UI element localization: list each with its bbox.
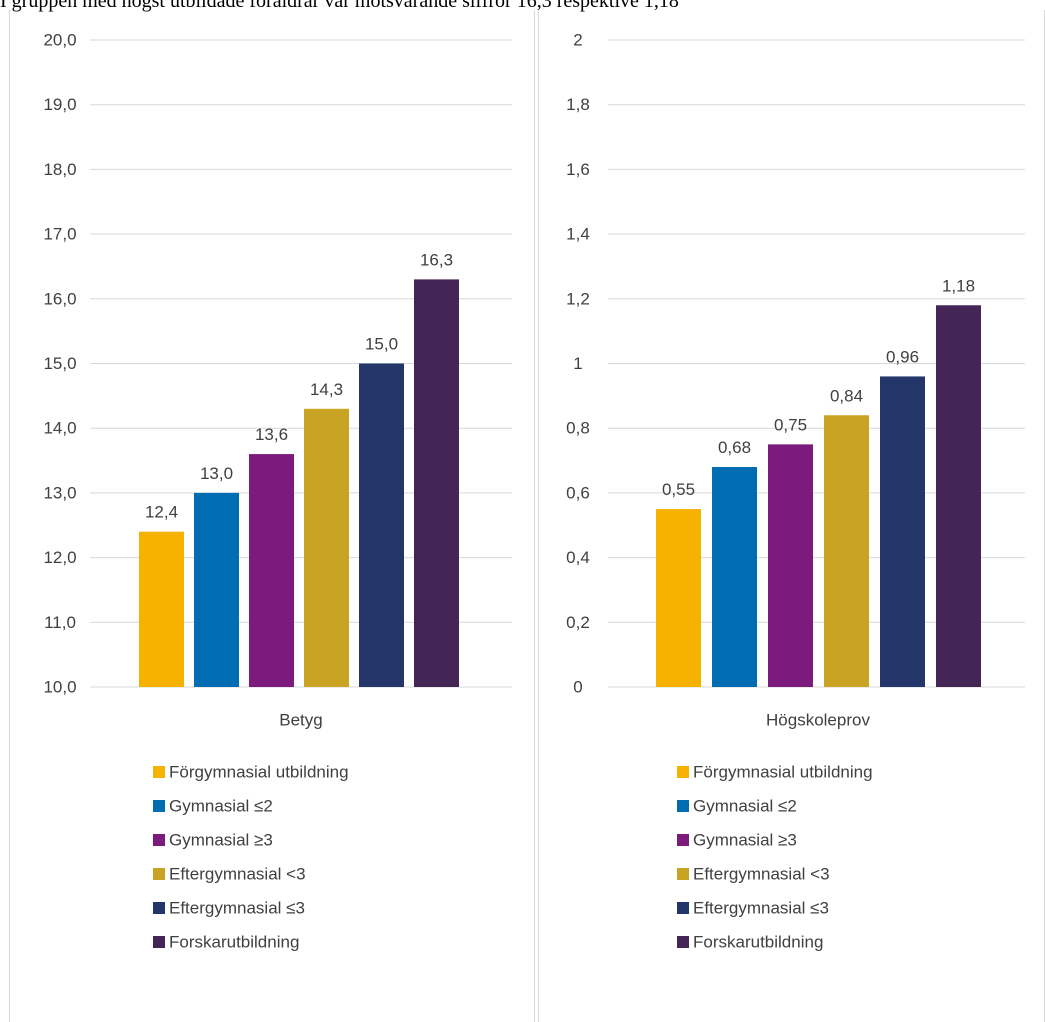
- y-tick-label-hogskoleprov: 0,8: [566, 419, 590, 438]
- bar-betyg-1: [139, 531, 184, 687]
- bar-betyg-2: [194, 492, 239, 687]
- data-label-hogskoleprov-4: 0,84: [830, 386, 863, 405]
- y-tick-label-betyg: 17,0: [43, 225, 76, 244]
- y-tick-label-betyg: 18,0: [43, 160, 76, 179]
- legend-label-betyg-4: Eftergymnasial <3: [169, 865, 306, 884]
- legend-label-hogskoleprov-3: Gymnasial ≥3: [693, 831, 797, 850]
- legend-swatch-hogskoleprov-6: [677, 936, 689, 948]
- bar-hogskoleprov-5: [880, 376, 925, 687]
- data-label-betyg-2: 13,0: [200, 464, 233, 483]
- data-label-hogskoleprov-6: 1,18: [942, 276, 975, 295]
- y-tick-label-betyg: 14,0: [43, 419, 76, 438]
- legend-swatch-betyg-4: [153, 868, 165, 880]
- y-tick-label-hogskoleprov: 1,4: [566, 225, 590, 244]
- legend-swatch-betyg-2: [153, 800, 165, 812]
- legend-label-betyg-2: Gymnasial ≤2: [169, 797, 273, 816]
- legend-swatch-hogskoleprov-5: [677, 902, 689, 914]
- legend-swatch-hogskoleprov-3: [677, 834, 689, 846]
- bar-hogskoleprov-3: [768, 444, 813, 687]
- y-tick-label-betyg: 15,0: [43, 354, 76, 373]
- legend-swatch-betyg-5: [153, 902, 165, 914]
- bar-betyg-3: [249, 454, 294, 687]
- legend-swatch-betyg-3: [153, 834, 165, 846]
- legend-label-hogskoleprov-5: Eftergymnasial ≤3: [693, 899, 829, 918]
- bar-betyg-4: [304, 408, 349, 687]
- legend-swatch-betyg-1: [153, 766, 165, 778]
- legend-label-hogskoleprov-2: Gymnasial ≤2: [693, 797, 797, 816]
- x-category-label-betyg: Betyg: [279, 711, 322, 730]
- y-tick-label-betyg: 16,0: [43, 289, 76, 308]
- y-tick-label-hogskoleprov: 1,8: [566, 95, 590, 114]
- legend-swatch-hogskoleprov-1: [677, 766, 689, 778]
- bar-betyg-6: [414, 279, 459, 687]
- bar-betyg-5: [359, 363, 404, 687]
- y-tick-label-betyg: 12,0: [43, 548, 76, 567]
- legend-swatch-hogskoleprov-2: [677, 800, 689, 812]
- y-tick-label-betyg: 13,0: [43, 483, 76, 502]
- y-tick-label-hogskoleprov: 1,2: [566, 289, 590, 308]
- bar-hogskoleprov-4: [824, 415, 869, 687]
- bar-hogskoleprov-6: [936, 305, 981, 687]
- chart-panel-betyg: [9, 10, 535, 1022]
- legend-label-hogskoleprov-4: Eftergymnasial <3: [693, 865, 830, 884]
- legend-label-betyg-6: Forskarutbildning: [169, 933, 299, 952]
- legend-label-betyg-1: Förgymnasial utbildning: [169, 763, 349, 782]
- data-label-hogskoleprov-1: 0,55: [662, 480, 695, 499]
- y-tick-label-hogskoleprov: 0,4: [566, 548, 590, 567]
- y-tick-label-betyg: 20,0: [43, 31, 76, 50]
- data-label-hogskoleprov-3: 0,75: [774, 415, 807, 434]
- legend-label-betyg-3: Gymnasial ≥3: [169, 831, 273, 850]
- legend-label-hogskoleprov-1: Förgymnasial utbildning: [693, 763, 873, 782]
- legend-label-hogskoleprov-6: Forskarutbildning: [693, 933, 823, 952]
- data-label-betyg-3: 13,6: [255, 425, 288, 444]
- y-tick-label-hogskoleprov: 0,2: [566, 613, 590, 632]
- x-category-label-hogskoleprov: Högskoleprov: [766, 711, 870, 730]
- y-tick-label-hogskoleprov: 0,6: [566, 483, 590, 502]
- y-tick-label-betyg: 10,0: [43, 678, 76, 697]
- y-tick-label-hogskoleprov: 2: [573, 31, 582, 50]
- data-label-betyg-4: 14,3: [310, 380, 343, 399]
- y-tick-label-betyg: 19,0: [43, 95, 76, 114]
- legend-swatch-hogskoleprov-4: [677, 868, 689, 880]
- data-label-hogskoleprov-5: 0,96: [886, 347, 919, 366]
- bar-hogskoleprov-2: [712, 467, 757, 687]
- intro-text: I gruppen med högst utbildade föräldrar …: [0, 0, 679, 12]
- legend-label-betyg-5: Eftergymnasial ≤3: [169, 899, 305, 918]
- data-label-betyg-5: 15,0: [365, 335, 398, 354]
- bar-hogskoleprov-1: [656, 509, 701, 687]
- data-label-betyg-6: 16,3: [420, 250, 453, 269]
- y-tick-label-hogskoleprov: 1: [573, 354, 582, 373]
- data-label-betyg-1: 12,4: [145, 503, 178, 522]
- legend-swatch-betyg-6: [153, 936, 165, 948]
- y-tick-label-betyg: 11,0: [44, 613, 76, 632]
- data-label-hogskoleprov-2: 0,68: [718, 438, 751, 457]
- y-tick-label-hogskoleprov: 1,6: [566, 160, 590, 179]
- y-tick-label-hogskoleprov: 0: [573, 678, 582, 697]
